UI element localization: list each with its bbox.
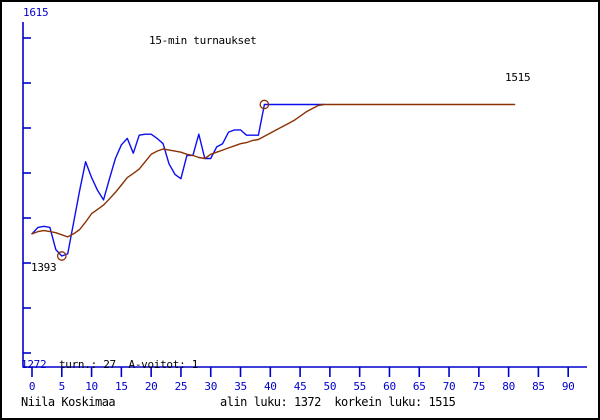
x-axis-tick-label: 85 (532, 380, 545, 393)
x-axis-tick-label: 5 (59, 380, 65, 393)
highest-marker (259, 99, 270, 110)
y-axis-min-label: 1272 (21, 358, 47, 371)
rating-line (31, 103, 325, 257)
x-axis-tick-label: 40 (264, 380, 277, 393)
x-axis-tick-label: 0 (29, 380, 35, 393)
x-axis-tick-label: 90 (562, 380, 575, 393)
y-axis-max-label: 1615 (23, 6, 49, 19)
min-max-summary: alin luku: 1372 korkein luku: 1515 (220, 395, 456, 409)
x-axis-tick-label: 55 (353, 380, 366, 393)
x-axis-tick-label: 35 (234, 380, 247, 393)
player-name: Niila Koskimaa (21, 395, 116, 409)
x-axis-tick-label: 15 (115, 380, 128, 393)
final-rating-label: 1515 (505, 71, 531, 84)
x-axis-tick-label: 30 (204, 380, 217, 393)
lowest-marker (56, 251, 67, 261)
x-axis-tick-label: 50 (324, 380, 337, 393)
trend-line (31, 103, 516, 238)
tournament-stats: turn.: 27 A-voitot: 1 (58, 358, 199, 371)
x-axis-tick-label: 70 (443, 380, 456, 393)
x-axis-tick-label: 65 (413, 380, 426, 393)
spacer (46, 358, 59, 371)
x-axis-tick-label: 80 (502, 380, 515, 393)
x-axis-tick-label: 20 (145, 380, 158, 393)
start-rating-label: 1393 (31, 261, 57, 274)
x-axis-tick-label: 60 (383, 380, 396, 393)
chart-title: 15-min turnaukset (149, 34, 257, 47)
x-axis-tick-label: 45 (294, 380, 307, 393)
x-axis-tick-label: 25 (175, 380, 188, 393)
x-axis-tick-label: 10 (85, 380, 98, 393)
x-axis-tick-label: 75 (472, 380, 485, 393)
stats-row: 1272 turn.: 27 A-voitot: 1 (21, 359, 198, 370)
